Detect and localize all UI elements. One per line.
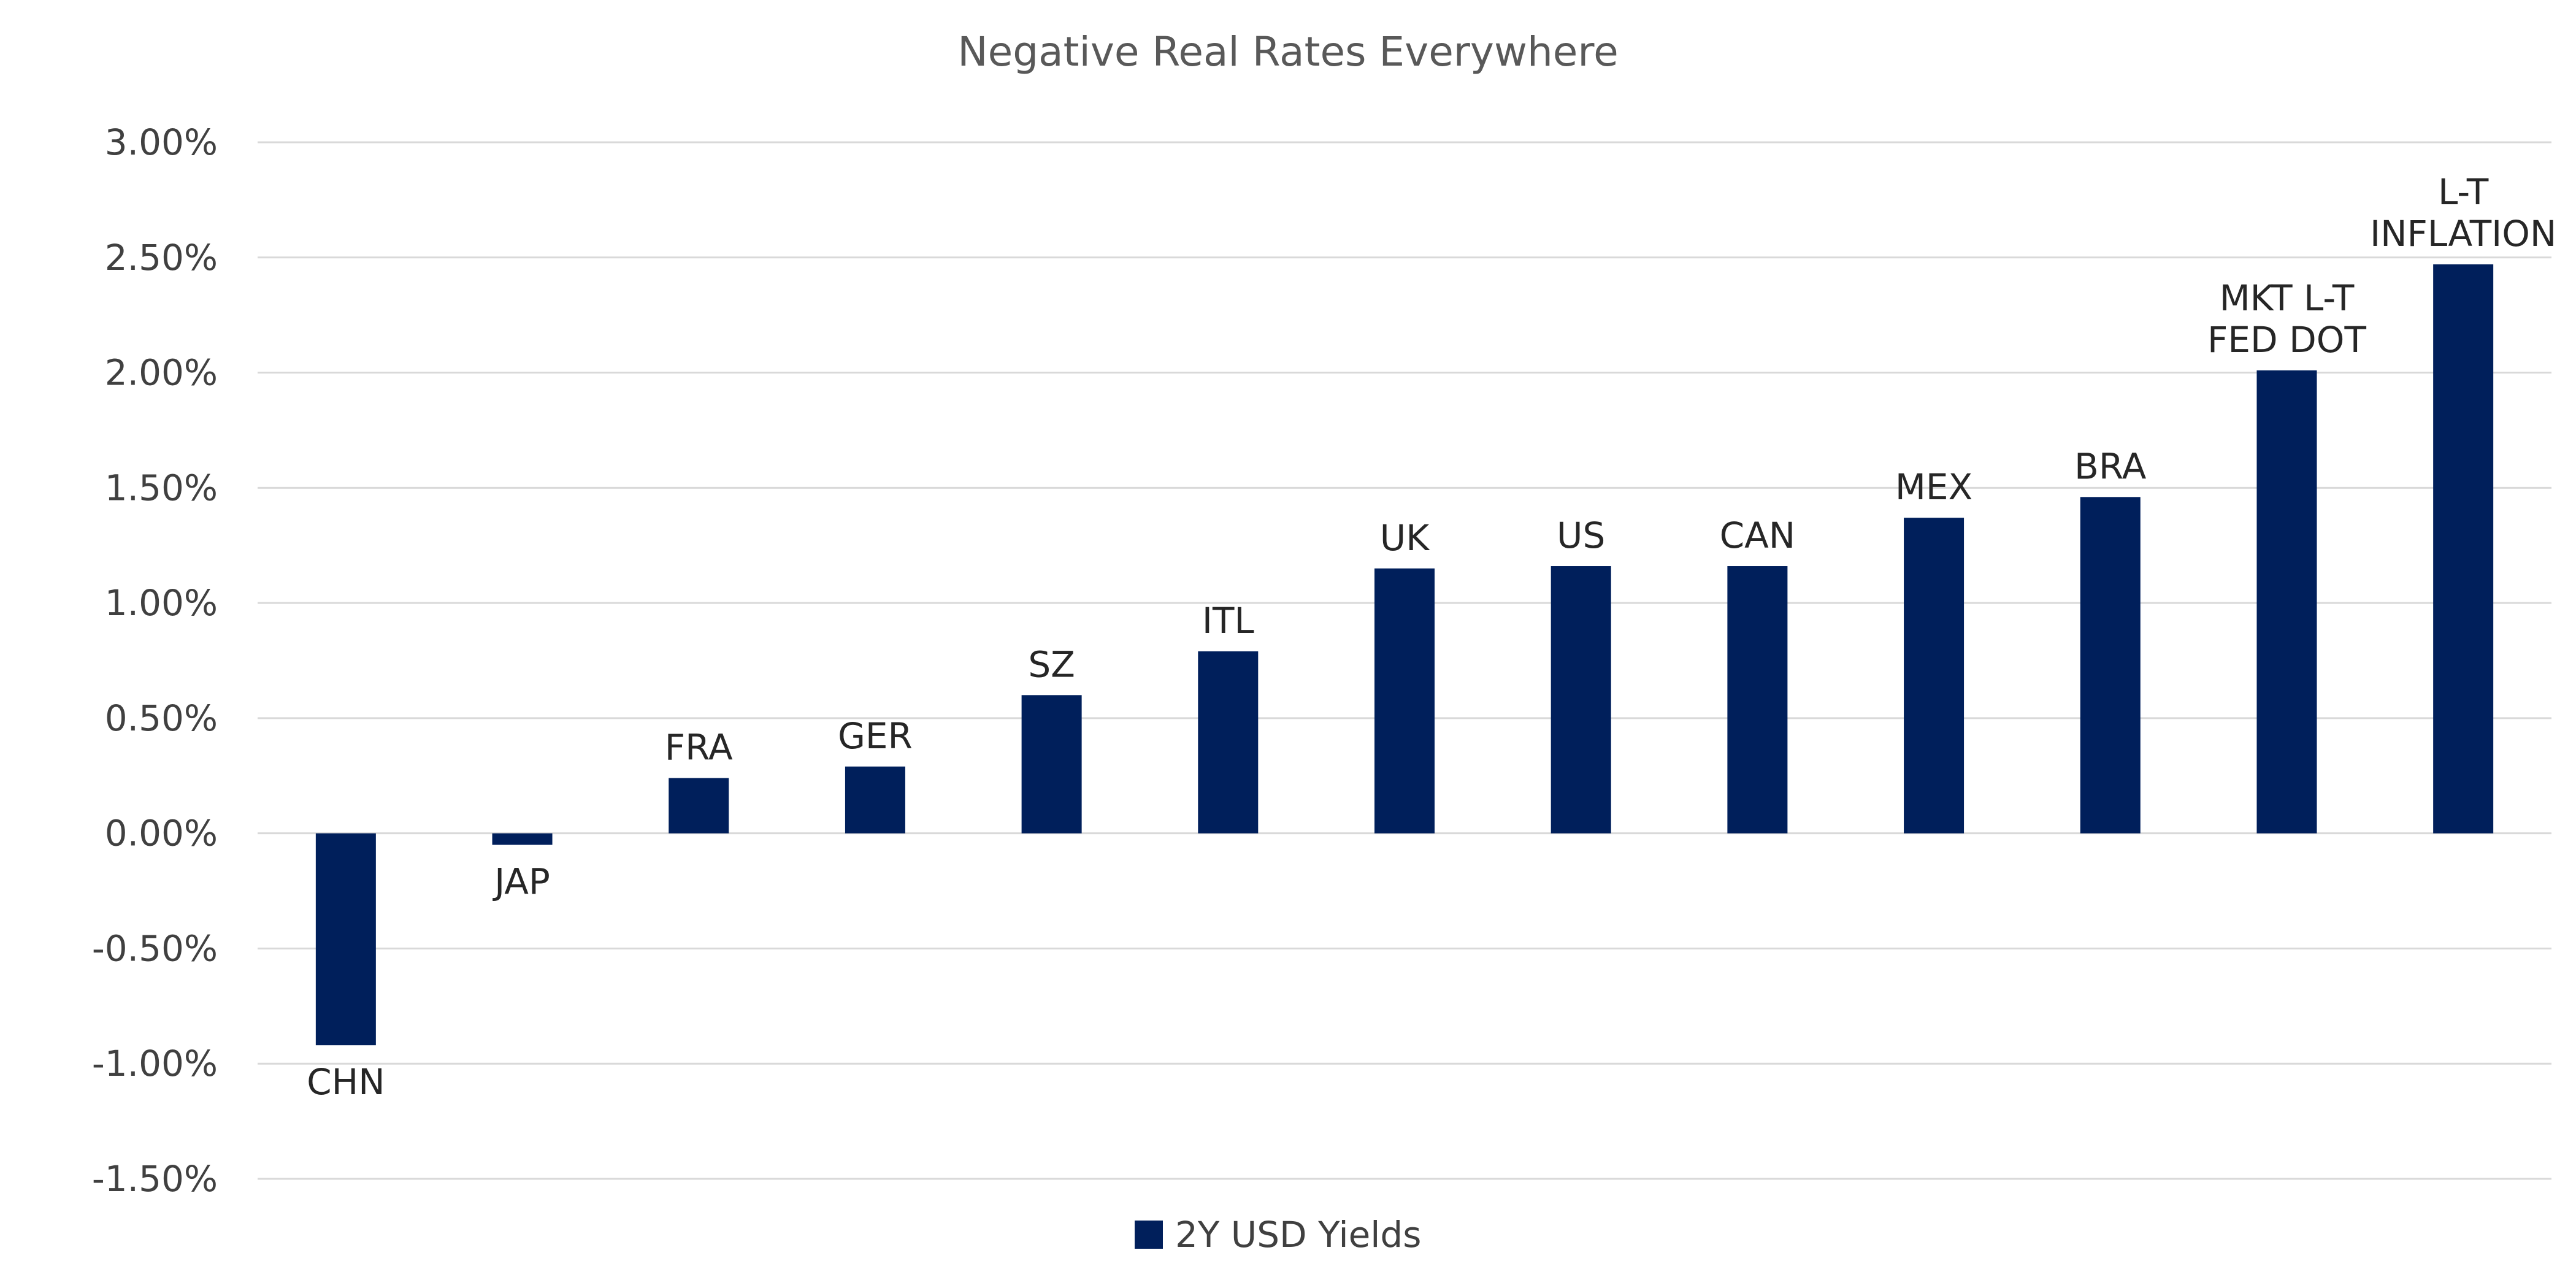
bar bbox=[2080, 497, 2141, 834]
bar-category-label: US bbox=[1557, 515, 1605, 556]
chart-title: Negative Real Rates Everywhere bbox=[957, 28, 1618, 75]
bar bbox=[1198, 651, 1259, 834]
bar-category-label: MEX bbox=[1895, 466, 1972, 508]
y-tick-label: -1.00% bbox=[92, 1043, 218, 1084]
bar-category-label: BRA bbox=[2074, 445, 2147, 487]
bar bbox=[845, 766, 905, 834]
y-tick-label: 3.00% bbox=[105, 121, 218, 163]
bar-category-label: UK bbox=[1380, 517, 1430, 559]
y-tick-label: 2.00% bbox=[105, 352, 218, 394]
legend: 2Y USD Yields bbox=[1135, 1214, 1421, 1255]
bars bbox=[315, 264, 2494, 1046]
bar-category-label: FRA bbox=[665, 727, 733, 769]
bar-category-label: L-T bbox=[2438, 171, 2489, 213]
legend-swatch bbox=[1135, 1221, 1163, 1249]
bar bbox=[2433, 264, 2494, 834]
bar bbox=[315, 833, 376, 1046]
bar-category-labels: CHN JAP FRA GER SZ ITL UK US CAN MEX BRA MKT L-TFED… bbox=[307, 171, 2556, 1103]
bar-category-label: ITL bbox=[1202, 600, 1254, 642]
bar-category-label: CHN bbox=[307, 1061, 385, 1103]
y-tick-label: 0.50% bbox=[105, 697, 218, 739]
bar bbox=[1374, 568, 1435, 834]
bar bbox=[1904, 518, 1965, 834]
bar bbox=[1727, 566, 1788, 834]
y-tick-label: 1.50% bbox=[105, 467, 218, 508]
bar-category-label: CAN bbox=[1720, 515, 1796, 556]
bar-category-label: GER bbox=[838, 715, 913, 757]
bar-category-label: FED DOT bbox=[2207, 319, 2366, 361]
bar bbox=[1551, 566, 1611, 834]
y-tick-label: -1.50% bbox=[92, 1158, 218, 1200]
bar-category-label: JAP bbox=[493, 861, 550, 902]
bar bbox=[1021, 695, 1082, 834]
bar bbox=[2256, 370, 2317, 834]
y-tick-label: -0.50% bbox=[92, 927, 218, 969]
y-tick-label: 0.00% bbox=[105, 813, 218, 854]
bar bbox=[669, 778, 729, 834]
bar-category-label: SZ bbox=[1028, 643, 1075, 685]
bar bbox=[492, 833, 553, 845]
y-tick-label: 1.00% bbox=[105, 582, 218, 624]
bar-category-label: INFLATION bbox=[2370, 213, 2556, 255]
legend-label: 2Y USD Yields bbox=[1175, 1214, 1421, 1255]
y-axis-tick-labels: 3.00% 2.50% 2.00% 1.50% 1.00% 0.50% 0.00% -0.50… bbox=[92, 121, 218, 1200]
y-tick-label: 2.50% bbox=[105, 237, 218, 278]
bar-category-label: MKT L-T bbox=[2220, 277, 2355, 319]
